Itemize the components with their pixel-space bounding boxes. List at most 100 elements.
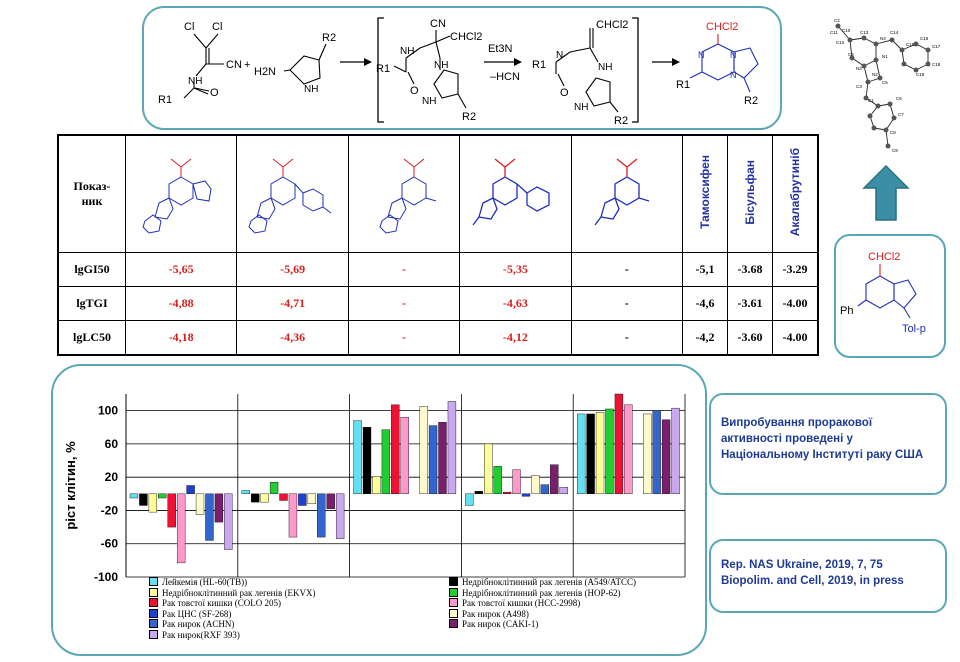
drug-header-busulfan: Бісульфан [727, 134, 773, 253]
lead-structure-box: CHCl2 Ph Tol-p [834, 234, 946, 358]
bar [550, 464, 559, 495]
legend-label: Рак нирок (ACHN) [162, 619, 235, 629]
legend-label: Недрібноклітинний рак легенів (A549/ATCC… [462, 577, 636, 587]
table-cell: -4,71 [236, 285, 349, 321]
xray-atom-label: C14 [890, 30, 899, 35]
legend-swatch [149, 629, 158, 639]
y-tick-label: 20 [105, 470, 119, 484]
plus-sign: + [244, 59, 250, 71]
table-row: lgGI50 -5,65 -5,69 - -5,35 - -5,1 -3.68 … [57, 252, 819, 287]
legend-label: Рак ЦНС (SF-268) [162, 608, 232, 619]
cn-label-1: CN [226, 59, 242, 71]
bar [241, 490, 250, 495]
up-arrow-icon [862, 164, 910, 221]
legend-label: Рак товстої кишки (COLO 205) [162, 598, 281, 608]
reaction-scheme: Cl Cl CN NH R1 O + H2N R2 NH CN CHCl2 NH… [158, 17, 759, 127]
legend-label: Рак нирок (A498) [462, 608, 529, 619]
bar [474, 491, 483, 495]
compound-3-structure [347, 134, 461, 253]
bar [326, 493, 335, 509]
table-cell: -5,69 [236, 252, 349, 287]
bar [586, 413, 595, 495]
drug-label-busulfan: Бісульфан [743, 159, 757, 225]
r1-label-2: R1 [376, 63, 390, 75]
bar [652, 410, 661, 495]
bar [540, 484, 550, 495]
nh-label-4: NH [434, 60, 448, 71]
bar [559, 486, 568, 495]
cl-label-1: Cl [184, 21, 194, 33]
xray-atom-label: N2 [872, 72, 878, 77]
activity-table: Показ- ник Тамоксифен Бісульфан Акалабру… [57, 134, 819, 356]
legend-swatch [449, 587, 458, 597]
scheme-box: Cl Cl CN NH R1 O + H2N R2 NH CN CHCl2 NH… [142, 6, 782, 130]
lead-structure: CHCl2 Ph Tol-p [840, 251, 926, 335]
chart-box: 100 60 20 -20 -60 -100 ріст клітин, % Лейкемія… [51, 364, 707, 656]
xray-atom-label: C10 [842, 28, 851, 33]
bar [512, 469, 521, 495]
table-row: lgLC50 -4,18 -4,36 - -4,12 - -4,2 -3.60 … [57, 319, 819, 356]
o-label-3: O [560, 87, 569, 99]
table-cell: - [570, 285, 684, 321]
bar [251, 493, 260, 503]
bar [643, 413, 652, 495]
n-label-3: N [730, 50, 737, 60]
y-axis-label: ріст клітин, % [63, 441, 78, 530]
y-tick-label: -60 [101, 537, 119, 551]
xray-atom-label: C2 [834, 18, 840, 23]
legend-label: Недрібноклітинний рак легенів (EKVX) [162, 587, 316, 598]
legend-swatch [149, 577, 158, 586]
o-label-2: O [410, 85, 419, 97]
nh-label-7: NH [574, 102, 588, 113]
legend-item: Рак нирок (A498) [449, 608, 529, 619]
xray-atom-label: N4 [880, 36, 886, 41]
legend-item: Рак нирок (CAKI-1) [449, 619, 538, 629]
compound-2-structure [236, 134, 349, 253]
legend-label: Рак нирок(RXF 393) [162, 629, 240, 640]
bar [595, 412, 605, 495]
legend-item: Недрібноклітинний рак легенів (A549/ATCC… [449, 577, 636, 587]
nh-label-5: NH [422, 96, 436, 107]
r1-label-4: R1 [676, 79, 690, 91]
table-cell: -4,36 [236, 319, 349, 356]
table-cell: - [347, 285, 461, 321]
r1-label-1: R1 [158, 94, 172, 106]
table-cell: -4.00 [772, 285, 819, 321]
growth-chart: 100 60 20 -20 -60 -100 ріст клітин, % [63, 393, 686, 584]
table-cell: -3.60 [727, 319, 773, 356]
bar [167, 493, 176, 528]
legend-item: Недрібноклітинний рак легенів (EKVX) [149, 587, 316, 598]
lead-chcl2-label: CHCl2 [868, 251, 900, 263]
indicator-header: Показ- ник [57, 134, 126, 253]
legend-item: Рак товстої кишки (HCC-2998) [449, 598, 580, 608]
table-cell: -4,18 [124, 319, 238, 356]
drug-label-acalabrutinib: Акалабрутиніб [788, 147, 802, 237]
xray-atom-label: C1 [868, 98, 874, 103]
bar [186, 485, 195, 495]
table-cell: -4,63 [459, 285, 572, 321]
legend-item: Рак нирок (ACHN) [149, 619, 234, 629]
bar [224, 493, 233, 550]
bar [577, 413, 586, 495]
cn-label-2: CN [430, 18, 446, 30]
table-cell: -4.00 [772, 319, 819, 356]
row-label-tgi: lgTGI [57, 285, 126, 321]
legend-swatch [149, 587, 158, 597]
bar [139, 493, 148, 506]
table-cell: -3.68 [727, 252, 773, 287]
table-cell: -3.61 [727, 285, 773, 321]
legend-item: Рак товстої кишки (COLO 205) [149, 598, 281, 608]
bar [671, 407, 680, 495]
xray-atom-label: N3 [856, 66, 862, 71]
legend-label: Недрібноклітинний рак легенів (HOP-62) [462, 587, 621, 598]
bar [260, 493, 269, 503]
legend-label: Рак товстої кишки (HCC-2998) [462, 598, 581, 608]
r2-label-2: R2 [462, 111, 476, 123]
drug-label-tamoxifen: Тамоксифен [698, 155, 712, 229]
chcl2-label-3: CHCl2 [706, 21, 738, 33]
table-cell: -5,65 [124, 252, 238, 287]
table-cell: - [570, 252, 684, 287]
bar [614, 393, 624, 495]
bar [176, 493, 186, 564]
info-text: Випробування проракової активності прове… [721, 417, 924, 461]
